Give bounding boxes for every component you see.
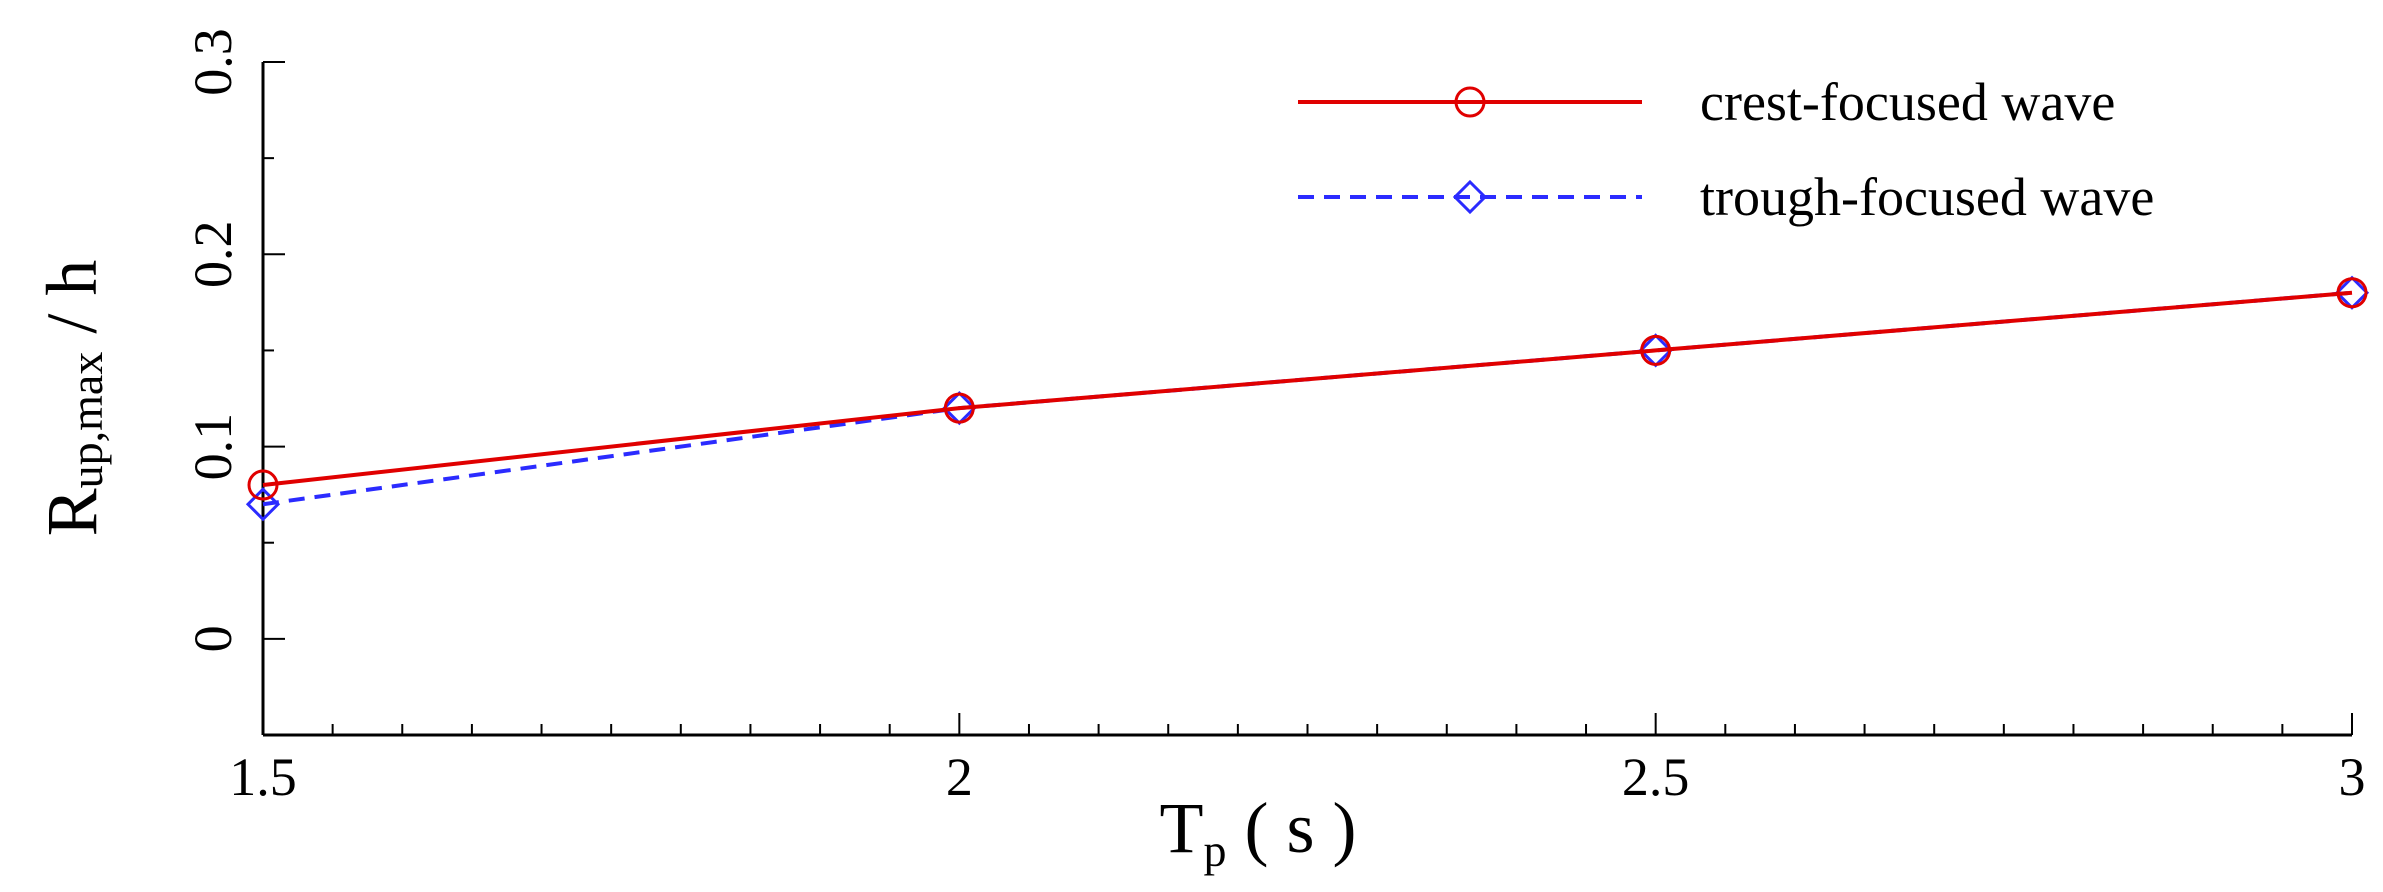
y-ticks: 0 0.1 0.2 0.3 <box>183 28 285 736</box>
series-1 <box>247 277 2368 501</box>
legend-entry-2: trough-focused wave <box>1298 167 2154 227</box>
series-line <box>262 290 2353 488</box>
data-point <box>943 392 975 424</box>
x-ticks: 1.5 2 2.5 3 <box>229 713 2366 807</box>
data-point <box>247 469 279 501</box>
legend: crest-focused wave trough-focused wave <box>1298 72 2154 227</box>
data-point <box>245 487 281 522</box>
y-tick-label: 0.2 <box>183 221 243 288</box>
series-2 <box>245 275 2370 522</box>
y-tick-label: 0.1 <box>183 413 243 481</box>
x-tick-label: 1.5 <box>229 747 297 807</box>
x-tick-label: 3 <box>2339 747 2366 807</box>
legend-label: trough-focused wave <box>1700 167 2154 227</box>
y-tick-label: 0.3 <box>183 28 243 96</box>
data-point <box>1640 334 1672 366</box>
x-axis-title: Tp ( s ) <box>1160 788 1357 876</box>
y-axis-title-main: R <box>32 488 112 536</box>
y-axis-title-sub: up,max <box>61 352 112 489</box>
x-axis-title-sub: p <box>1204 825 1227 876</box>
series-layer <box>245 275 2370 522</box>
series-line <box>262 290 2353 507</box>
x-axis-title-main: T <box>1160 788 1204 868</box>
y-axis-title: Rup,max / h <box>32 260 112 537</box>
y-tick-label: 0 <box>183 625 243 652</box>
legend-entry-1: crest-focused wave <box>1298 72 2115 132</box>
legend-marker <box>1452 179 1488 215</box>
x-tick-label: 2 <box>946 747 973 807</box>
legend-label: crest-focused wave <box>1700 72 2115 132</box>
axes <box>261 62 2352 737</box>
x-tick-label: 2.5 <box>1622 747 1690 807</box>
data-point <box>2336 277 2368 309</box>
legend-marker <box>1454 86 1486 118</box>
y-axis-title-rest: / h <box>32 260 112 352</box>
x-axis-title-rest: ( s ) <box>1227 788 1357 868</box>
